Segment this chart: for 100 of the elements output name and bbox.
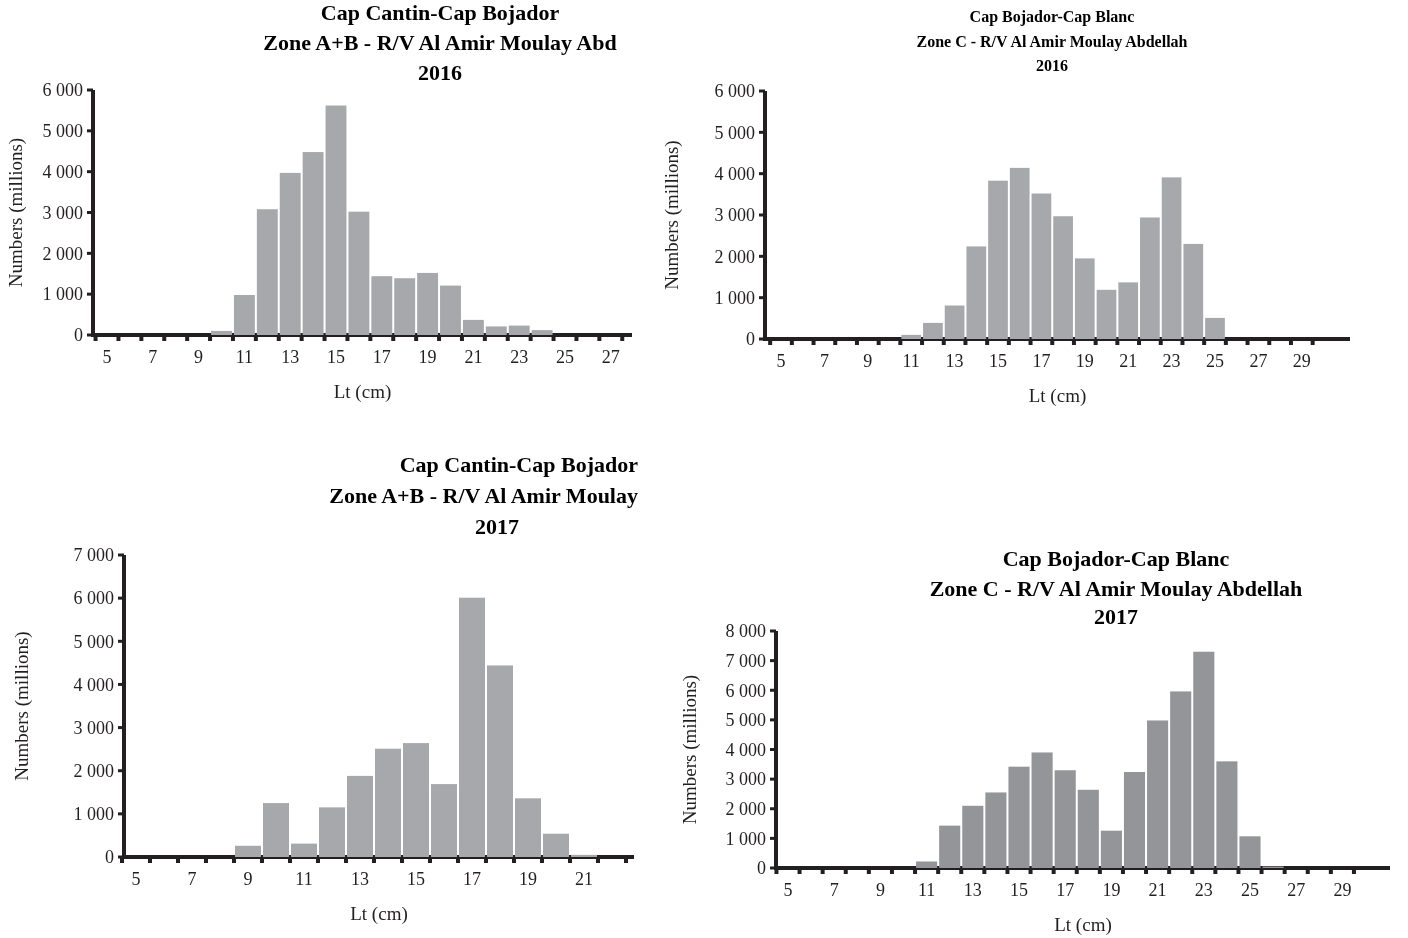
y-axis-title: Numbers (millions) <box>661 140 683 290</box>
x-axis-title: Lt (cm) <box>1054 914 1112 936</box>
x-tick-label: 9 <box>875 880 885 900</box>
x-tick-label: 27 <box>601 347 620 367</box>
bar <box>302 152 324 335</box>
y-tick-label: 1 000 <box>714 287 755 308</box>
x-tick-label: 5 <box>783 880 793 900</box>
x-tick-label: 7 <box>148 347 158 367</box>
x-tick-label: 7 <box>819 351 829 371</box>
bar <box>291 843 317 857</box>
x-tick-label: 25 <box>1241 880 1259 900</box>
y-tick-label: 0 <box>74 325 83 346</box>
y-tick-label: 6 000 <box>73 588 114 609</box>
y-tick-label: 2 000 <box>725 799 766 820</box>
bar <box>394 278 416 335</box>
x-tick-label: 19 <box>418 347 437 367</box>
x-tick-label: 11 <box>235 347 254 367</box>
bar <box>962 805 984 868</box>
x-axis-title: Lt (cm) <box>1028 385 1087 407</box>
x-tick-label: 5 <box>131 869 141 889</box>
x-tick-label: 23 <box>1162 351 1181 371</box>
x-tick-label: 21 <box>575 869 593 889</box>
bar <box>901 334 922 339</box>
bar <box>966 246 987 339</box>
x-tick-label: 23 <box>510 347 529 367</box>
y-tick-label: 0 <box>757 858 766 879</box>
y-tick-label: 5 000 <box>714 122 755 143</box>
y-tick-label: 4 000 <box>42 161 83 182</box>
x-tick-label: 9 <box>863 351 873 371</box>
x-tick-label: 7 <box>187 869 197 889</box>
x-tick-label: 21 <box>1148 880 1167 900</box>
y-tick-label: 4 000 <box>73 674 114 695</box>
bar <box>233 294 255 335</box>
y-tick-label: 3 000 <box>725 769 766 790</box>
y-tick-label: 1 000 <box>725 828 766 849</box>
x-tick-label: 17 <box>463 869 481 889</box>
bar <box>403 743 429 857</box>
x-tick-label: 29 <box>1292 351 1311 371</box>
y-tick-label: 0 <box>105 847 114 868</box>
bar <box>988 180 1008 339</box>
bar <box>487 665 513 857</box>
bar <box>459 597 485 857</box>
bar <box>347 775 373 857</box>
x-tick-label: 29 <box>1333 880 1352 900</box>
bar <box>1170 691 1192 868</box>
x-tick-label: 27 <box>1287 880 1306 900</box>
bar <box>1205 317 1225 339</box>
bar <box>916 861 938 868</box>
x-tick-label: 17 <box>372 347 391 367</box>
y-tick-label: 7 000 <box>73 545 114 566</box>
bar <box>1077 789 1099 868</box>
bar <box>1147 720 1169 868</box>
bar <box>1096 289 1117 339</box>
y-tick-label: 2 000 <box>714 246 755 267</box>
x-tick-label: 17 <box>1056 880 1075 900</box>
bar <box>279 172 301 335</box>
x-tick-label: 21 <box>1119 351 1138 371</box>
chart-title: Cap Bojador-Cap Blanc Zone C - R/V Al Amir Moulay Abdellah 2016 <box>916 8 1188 74</box>
x-tick-label: 13 <box>945 351 964 371</box>
y-tick-label: 6 000 <box>725 680 766 701</box>
bar <box>371 276 393 335</box>
bar <box>211 330 232 335</box>
bar <box>485 326 507 335</box>
y-tick-label: 4 000 <box>714 163 755 184</box>
bar <box>531 330 553 335</box>
x-axis-title: Lt (cm) <box>333 381 392 403</box>
bar <box>462 319 484 335</box>
y-tick-label: 3 000 <box>42 202 83 223</box>
bar <box>1193 651 1215 868</box>
y-tick-label: 5 000 <box>42 121 83 142</box>
x-tick-label: 25 <box>556 347 574 367</box>
y-axis-title: Numbers (millions) <box>11 631 33 781</box>
bar <box>319 807 345 857</box>
x-tick-label: 19 <box>1102 880 1121 900</box>
y-tick-label: 3 000 <box>73 717 114 738</box>
chart-title: Cap Cantin-Cap Bojador Zone A+B - R/V Al Amir Moulay Abd 2016 <box>263 0 617 85</box>
x-tick-label: 27 <box>1249 351 1268 371</box>
y-axis-title: Numbers (millions) <box>679 674 701 825</box>
chart-title: Cap Cantin-Cap Bojador Zone A+B - R/V Al Amir Moulay 2017 <box>329 452 639 539</box>
bar <box>417 272 439 335</box>
y-tick-label: 6 000 <box>714 81 755 102</box>
x-tick-label: 23 <box>1194 880 1213 900</box>
bar <box>985 792 1007 868</box>
bar <box>1239 836 1261 868</box>
bar <box>263 803 289 857</box>
y-tick-label: 1 000 <box>73 804 114 825</box>
bar <box>1008 766 1030 868</box>
y-tick-label: 6 000 <box>42 80 83 101</box>
bar <box>515 798 541 857</box>
bar <box>348 211 370 335</box>
bar <box>944 305 965 339</box>
x-tick-label: 13 <box>963 880 982 900</box>
bar <box>1216 761 1238 868</box>
x-tick-label: 11 <box>295 869 313 889</box>
x-tick-label: 15 <box>407 869 425 889</box>
bar <box>508 325 530 335</box>
bar <box>939 825 961 868</box>
x-tick-label: 11 <box>902 351 920 371</box>
y-tick-label: 4 000 <box>725 739 766 760</box>
x-tick-label: 15 <box>1010 880 1028 900</box>
